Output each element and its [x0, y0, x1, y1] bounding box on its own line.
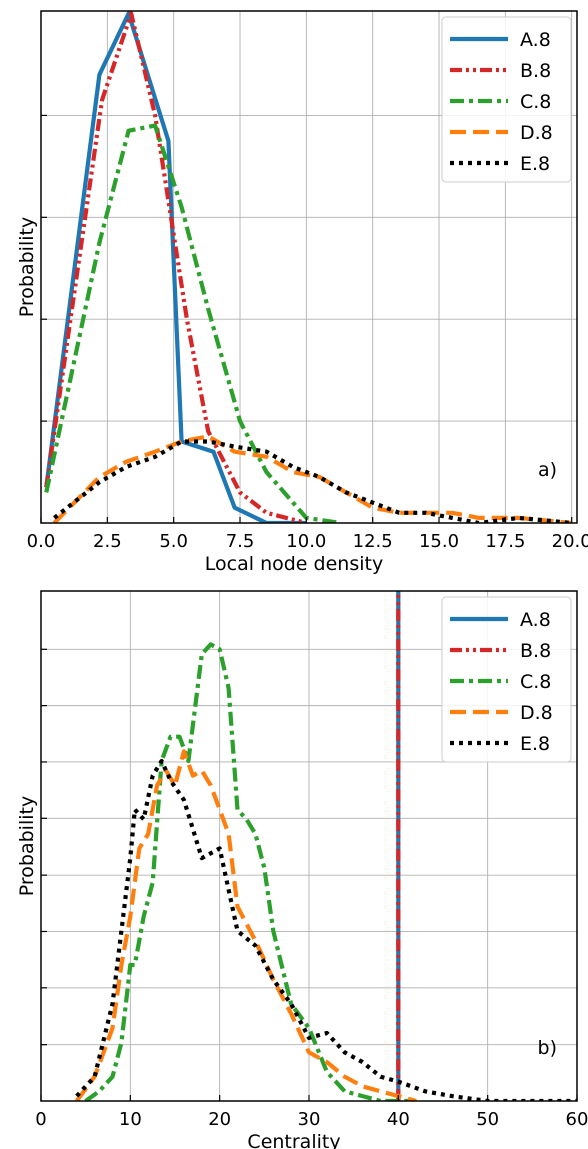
x-tick-label: 5.0 [159, 531, 188, 552]
series-line-e-8 [75, 758, 577, 1101]
x-tick-label: 10.0 [286, 531, 326, 552]
legend-label: E.8 [520, 153, 550, 175]
x-tick-label: 12.5 [353, 531, 393, 552]
legend: A.8 B.8 C.8 D.8 E.8 [441, 596, 572, 763]
series-line-d-8 [75, 749, 417, 1101]
legend-label: C.8 [520, 91, 551, 113]
legend-label: B.8 [520, 60, 551, 82]
panel-label: a) [538, 459, 557, 481]
x-axis-label: Local node density [205, 553, 383, 575]
legend-label: B.8 [520, 640, 551, 662]
x-tick-label: 15.0 [419, 531, 459, 552]
legend-label: D.8 [520, 122, 553, 144]
x-tick-label: 0.0 [27, 531, 56, 552]
series-group [75, 591, 577, 1101]
series-line-e-8 [52, 439, 572, 523]
x-tick-label: 0 [35, 1109, 46, 1130]
y-axis-label: Probability [16, 217, 38, 317]
legend-label: A.8 [520, 609, 551, 631]
x-tick-label: 50 [476, 1109, 499, 1130]
x-tick-label: 7.5 [226, 531, 255, 552]
chart-panel-2: 0 10 20 30 40 50 60 Centrality Probability b) A.8 B… [16, 590, 588, 1149]
series-group [44, 11, 572, 523]
series-line-a-8 [44, 11, 307, 523]
series-line-c-8 [84, 642, 417, 1101]
grid [41, 11, 577, 523]
axes-frame [40, 10, 578, 524]
panel-label: b) [538, 1037, 557, 1059]
series-line-c-8 [44, 123, 342, 523]
x-tick-label: 60 [566, 1109, 588, 1130]
legend: A.8 B.8 C.8 D.8 E.8 [441, 16, 572, 183]
legend-label: D.8 [520, 702, 553, 724]
series-line-d-8 [52, 434, 572, 523]
legend-label: C.8 [520, 671, 551, 693]
x-tick-label: 10 [119, 1109, 142, 1130]
x-axis-label: Centrality [247, 1131, 340, 1149]
chart-panel-1: 0.0 2.5 5.0 7.5 10.0 12.5 15.0 17.5 20.0 Local no… [16, 10, 588, 575]
x-tick-label: 2.5 [93, 531, 122, 552]
x-tick-label: 40 [387, 1109, 410, 1130]
legend-label: A.8 [520, 29, 551, 51]
x-tick-label: 17.5 [485, 531, 525, 552]
series-line-b-8 [44, 11, 307, 523]
x-tick-label: 30 [298, 1109, 321, 1130]
y-axis-label: Probability [16, 796, 38, 896]
x-tick-label: 20 [208, 1109, 231, 1130]
x-tick-label: 20.0 [552, 531, 588, 552]
legend-label: E.8 [520, 733, 550, 755]
